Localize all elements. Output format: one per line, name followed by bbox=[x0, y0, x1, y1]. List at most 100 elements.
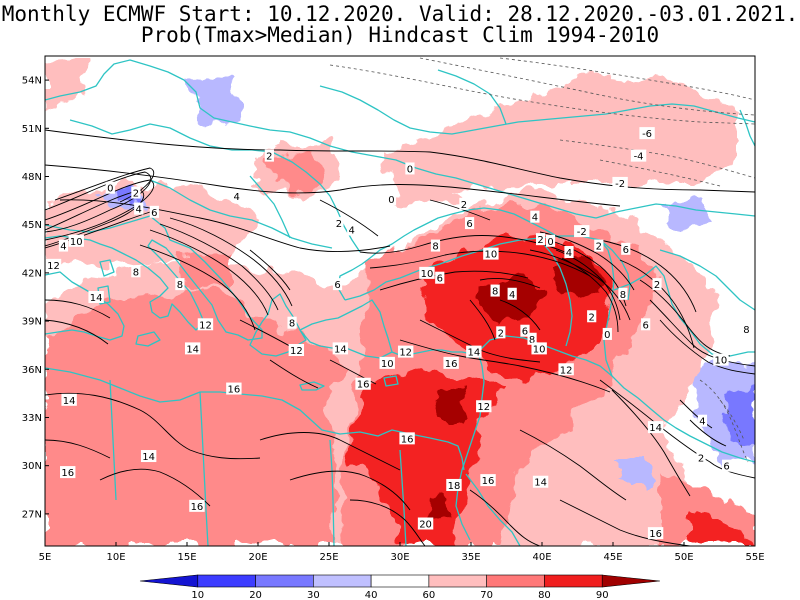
contour-label: 16 bbox=[357, 380, 370, 391]
contour-label-bg bbox=[226, 382, 242, 395]
contour-label: 14 bbox=[186, 344, 199, 355]
contour-label: 14 bbox=[467, 348, 480, 359]
contour-label-bg bbox=[641, 318, 651, 331]
contour-label-bg bbox=[490, 284, 500, 297]
contour-label: 12 bbox=[477, 402, 490, 413]
colorbar-label: 30 bbox=[307, 590, 320, 600]
contour-label-bg bbox=[446, 478, 462, 491]
contour-label-bg bbox=[264, 149, 274, 162]
colorbar-segment bbox=[313, 574, 372, 588]
lon-tick-label: 40E bbox=[532, 552, 551, 563]
contour-label: 2 bbox=[698, 454, 704, 465]
contour-label: 4 bbox=[699, 417, 705, 428]
colorbar-label: 60 bbox=[423, 590, 436, 600]
map-title-line-1: Monthly ECMWF Start: 10.12.2020. Valid: … bbox=[1, 2, 799, 26]
contour-label-bg bbox=[558, 363, 574, 376]
contour-label-bg bbox=[189, 499, 205, 512]
contour-label-bg bbox=[530, 210, 540, 223]
contour-label-bg bbox=[618, 287, 628, 300]
contour-label-bg bbox=[459, 197, 469, 210]
colorbar-label: 20 bbox=[249, 590, 262, 600]
contour-label-bg bbox=[639, 127, 655, 140]
contour-label: 2 bbox=[461, 200, 467, 211]
lat-tick-label: 48N bbox=[22, 172, 42, 183]
contour-label: 8 bbox=[492, 287, 498, 298]
colorbar-label: 70 bbox=[480, 590, 493, 600]
contour-label-bg bbox=[722, 459, 732, 472]
lat-tick-label: 54N bbox=[22, 76, 42, 87]
contour-label: 8 bbox=[743, 325, 749, 336]
contour-label-bg bbox=[520, 324, 530, 337]
colorbar-segment bbox=[370, 574, 430, 588]
contour-label: 12 bbox=[560, 365, 573, 376]
contour-label-bg bbox=[630, 149, 647, 162]
contour-label-bg bbox=[496, 326, 506, 339]
contour-label: 0 bbox=[388, 195, 394, 206]
contour-label: 16 bbox=[445, 359, 458, 370]
contour-label: 6 bbox=[151, 208, 157, 219]
colorbar-label: 80 bbox=[538, 590, 551, 600]
contour-label: -2 bbox=[615, 179, 625, 190]
contour-label-bg bbox=[417, 517, 434, 530]
contour-label: 6 bbox=[642, 320, 648, 331]
lon-tick-label: 55E bbox=[745, 552, 764, 563]
colorbar-segment bbox=[428, 574, 487, 588]
contour-label: 12 bbox=[199, 320, 212, 331]
contour-label: 8 bbox=[289, 319, 295, 330]
contour-label: 2 bbox=[654, 280, 660, 291]
lon-tick-label: 25E bbox=[319, 552, 338, 563]
contour-label: 10 bbox=[485, 250, 498, 261]
contour-label: 2 bbox=[498, 328, 504, 339]
contour-label: 0 bbox=[107, 184, 113, 195]
contour-label: -4 bbox=[634, 152, 644, 163]
lat-tick-label: 33N bbox=[22, 413, 42, 424]
contour-label-bg bbox=[696, 451, 706, 464]
colorbar-segment bbox=[255, 574, 314, 588]
contour-label: 14 bbox=[90, 293, 103, 304]
contour-label: 4 bbox=[60, 242, 66, 253]
contour-label-bg bbox=[197, 318, 214, 331]
contour-label: 6 bbox=[334, 280, 340, 291]
lat-tick-label: 30N bbox=[22, 461, 42, 472]
contour-label-bg bbox=[232, 189, 242, 202]
contour-label: 8 bbox=[432, 242, 438, 253]
contour-label-bg bbox=[58, 239, 69, 252]
contour-label: -2 bbox=[577, 227, 587, 238]
contour-label: 16 bbox=[649, 529, 662, 540]
contour-label: 2 bbox=[133, 189, 139, 200]
contour-label: 12 bbox=[47, 261, 60, 272]
contour-label-bg bbox=[149, 205, 159, 218]
contour-label-bg bbox=[347, 223, 357, 236]
contour-label-bg bbox=[397, 345, 414, 358]
contour-label: -6 bbox=[642, 129, 652, 140]
contour-label: 14 bbox=[534, 478, 547, 489]
contour-label: 6 bbox=[437, 274, 443, 285]
contour-label-bg bbox=[288, 344, 305, 356]
contour-label: 8 bbox=[620, 290, 626, 301]
lon-tick-label: 30E bbox=[390, 552, 409, 563]
contour-label: 4 bbox=[532, 213, 538, 224]
lon-tick-label: 5E bbox=[39, 552, 52, 563]
contour-label-bg bbox=[652, 278, 662, 291]
latitude-axis: 27N 30N 33N 36N 39N 42N 45N 48N 51N 54N bbox=[22, 76, 49, 520]
contour-label-bg bbox=[531, 342, 547, 355]
lat-tick-label: 27N bbox=[22, 509, 42, 520]
lat-tick-label: 39N bbox=[22, 317, 42, 328]
colorbar-segment bbox=[197, 574, 256, 588]
contour-label: 4 bbox=[566, 248, 572, 259]
contour-label: 2 bbox=[266, 152, 272, 163]
contour-label: 14 bbox=[142, 452, 155, 463]
colorbar-segment bbox=[486, 574, 545, 588]
contour-label-bg bbox=[621, 242, 631, 255]
contour-label-bg bbox=[647, 527, 664, 540]
lat-tick-label: 42N bbox=[22, 268, 42, 279]
contour-label-bg bbox=[131, 265, 141, 278]
contour-label-bg bbox=[612, 176, 628, 189]
colorbar-label: 40 bbox=[365, 590, 378, 600]
contour-label-bg bbox=[647, 421, 664, 434]
lon-tick-label: 10E bbox=[106, 552, 125, 563]
contour-label-bg bbox=[713, 353, 729, 366]
contour-label-bg bbox=[527, 332, 537, 345]
lon-tick-label: 45E bbox=[603, 552, 622, 563]
contour-label-bg bbox=[332, 278, 343, 291]
